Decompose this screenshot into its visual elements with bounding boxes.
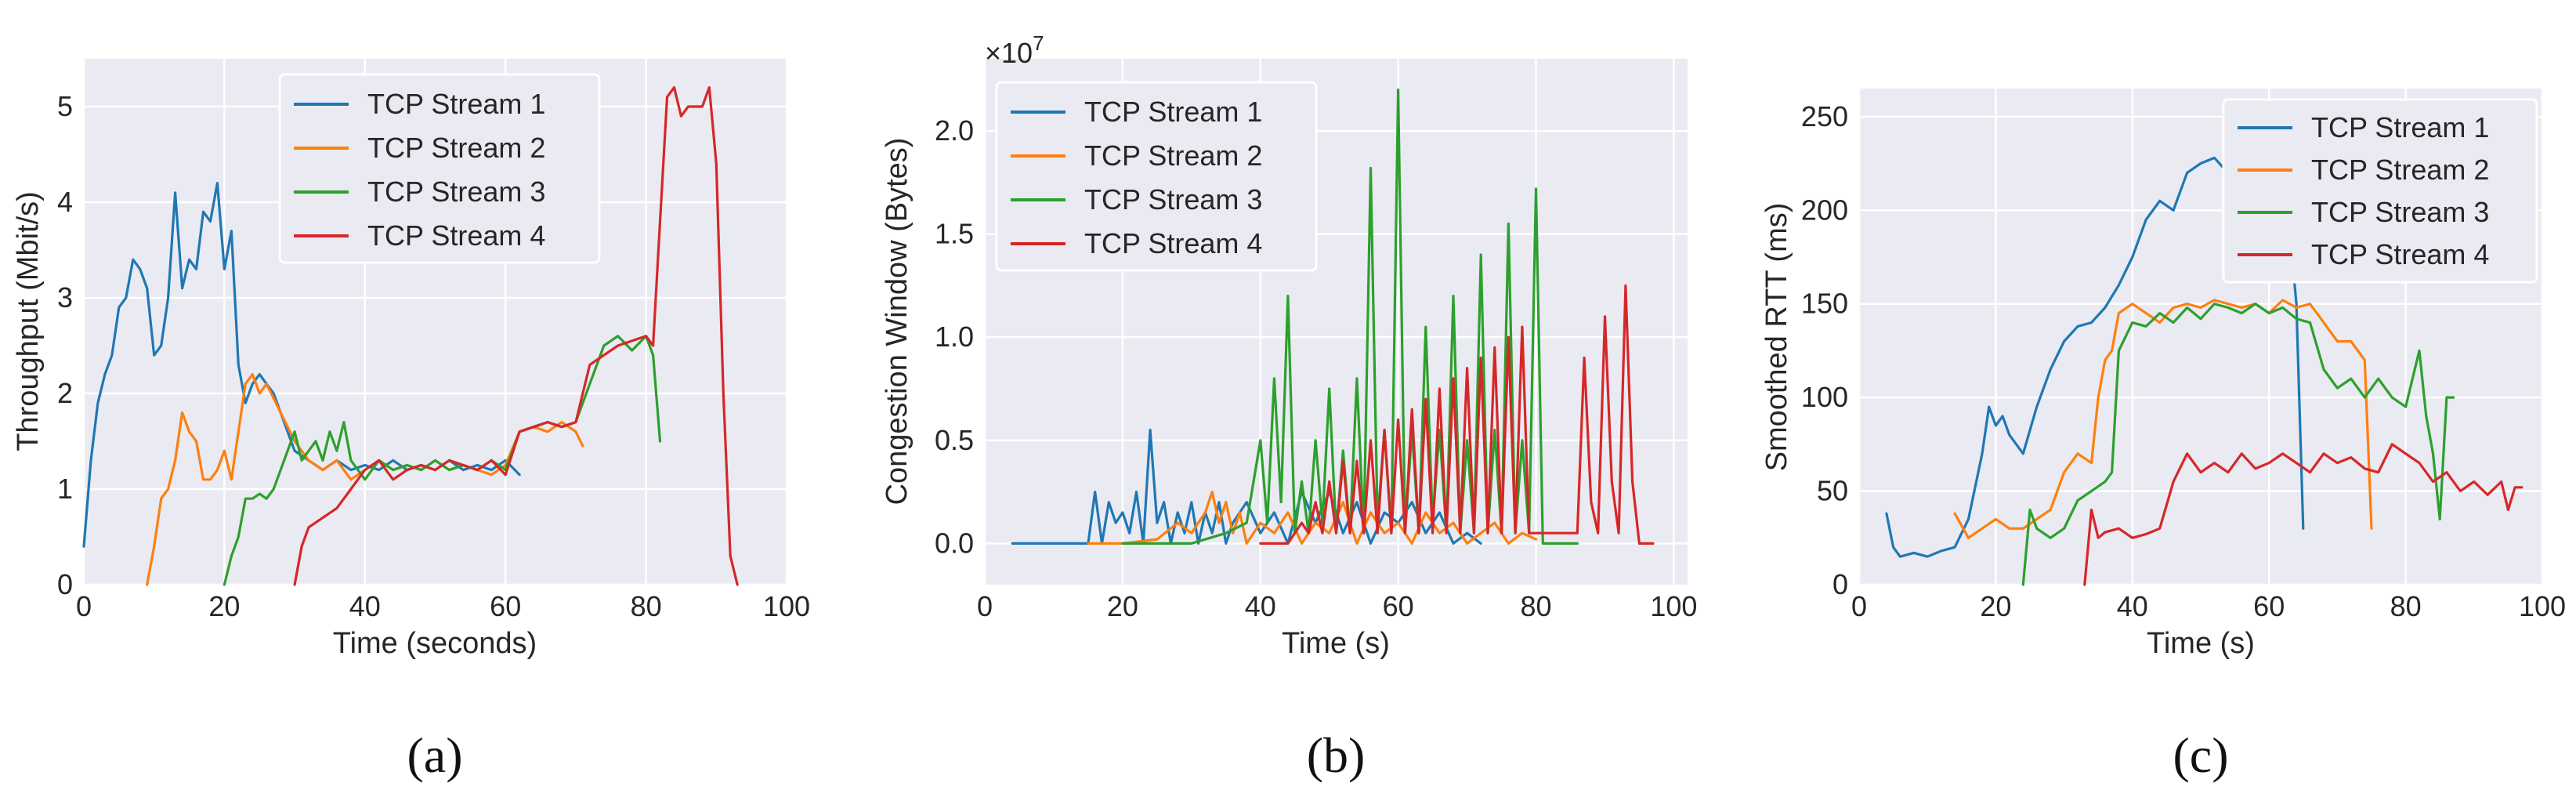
legend-label-c-4: TCP Stream 4 xyxy=(2311,238,2489,270)
y-scale-label-b: ×10 xyxy=(985,37,1033,69)
x-tick-label-c-0: 0 xyxy=(1851,590,1867,622)
x-tick-label-b-5: 100 xyxy=(1650,590,1697,622)
x-tick-label-b-4: 80 xyxy=(1521,590,1552,622)
x-tick-label-b-0: 0 xyxy=(977,590,993,622)
y-tick-label-c-4: 200 xyxy=(1801,194,1848,226)
legend-label-b-1: TCP Stream 1 xyxy=(1084,96,1262,128)
series-line-a-4 xyxy=(293,85,739,586)
legend-label-c-2: TCP Stream 2 xyxy=(2311,154,2489,186)
legend-label-c-3: TCP Stream 3 xyxy=(2311,196,2489,228)
legend-label-a-2: TCP Stream 2 xyxy=(367,132,545,164)
y-tick-label-a-1: 1 xyxy=(57,473,73,505)
series-line-a-2 xyxy=(146,373,584,586)
y-tick-label-a-4: 4 xyxy=(57,186,73,218)
caption-a: (a) xyxy=(407,727,462,783)
ticks-a: 0 20 40 60 80 100 0 1 2 3 4 5 xyxy=(57,90,810,622)
x-tick-label-c-2: 40 xyxy=(2117,590,2148,622)
x-tick-label-b-2: 40 xyxy=(1245,590,1276,622)
y-tick-label-c-5: 250 xyxy=(1801,100,1848,132)
x-tick-label-a-1: 20 xyxy=(208,590,240,622)
legend-box-b xyxy=(995,81,1318,272)
y-tick-label-a-5: 5 xyxy=(57,90,73,122)
series-line-b-4 xyxy=(1259,284,1655,545)
legend-label-a-1: TCP Stream 1 xyxy=(367,88,545,120)
x-tick-label-c-3: 60 xyxy=(2253,590,2285,622)
legend-b: TCP Stream 1 TCP Stream 2 TCP Stream 3 TCP … xyxy=(995,81,1318,272)
y-axis-label-a: Throughput (Mbit/s) xyxy=(12,191,45,451)
panel-b-congestion-window: 0 20 40 60 80 100 0.0 0.5 1.0 1.5 2.0 Time (s) Con… xyxy=(881,31,1697,783)
legend-label-b-2: TCP Stream 2 xyxy=(1084,140,1262,172)
x-tick-label-c-4: 80 xyxy=(2390,590,2422,622)
y-tick-label-c-2: 100 xyxy=(1801,381,1848,413)
y-tick-label-b-3: 1.5 xyxy=(935,218,974,250)
series-line-c-2 xyxy=(1953,299,2373,539)
y-tick-label-b-4: 2.0 xyxy=(935,114,974,147)
x-tick-label-b-1: 20 xyxy=(1107,590,1138,622)
x-tick-label-a-5: 100 xyxy=(763,590,810,622)
series-line-b-2 xyxy=(1087,490,1538,545)
legend-label-b-4: TCP Stream 4 xyxy=(1084,227,1262,259)
x-axis-label-a: Time (seconds) xyxy=(333,627,537,660)
y-tick-label-c-0: 0 xyxy=(1833,568,1848,600)
y-tick-label-a-2: 2 xyxy=(57,377,73,409)
caption-c: (c) xyxy=(2173,727,2228,783)
series-group-a xyxy=(82,85,739,586)
x-axis-label-b: Time (s) xyxy=(1282,627,1390,660)
x-tick-label-a-3: 60 xyxy=(490,590,521,622)
legend-box-a xyxy=(278,73,601,264)
legend-label-a-4: TCP Stream 4 xyxy=(367,219,545,252)
x-axis-label-c: Time (s) xyxy=(2147,627,2255,660)
series-group-b xyxy=(1011,88,1655,545)
series-line-c-4 xyxy=(2083,443,2524,586)
panel-a-throughput: 0 20 40 60 80 100 0 1 2 3 4 5 Time (seconds) Throug… xyxy=(12,59,810,783)
ticks-c: 0 20 40 60 80 100 0 50 100 150 200 250 xyxy=(1801,100,2566,622)
y-axis-label-b: Congestion Window (Bytes) xyxy=(881,138,914,506)
x-tick-label-a-4: 80 xyxy=(631,590,662,622)
caption-b: (b) xyxy=(1307,727,1366,783)
series-line-c-3 xyxy=(2021,303,2455,586)
y-tick-label-a-0: 0 xyxy=(57,568,73,600)
x-tick-label-b-3: 60 xyxy=(1383,590,1414,622)
y-tick-label-c-3: 150 xyxy=(1801,288,1848,320)
y-tick-label-b-0: 0.0 xyxy=(935,527,974,559)
y-tick-label-b-1: 0.5 xyxy=(935,424,974,456)
ticks-b: 0 20 40 60 80 100 0.0 0.5 1.0 1.5 2.0 xyxy=(935,114,1697,622)
y-scale-exponent-b: 7 xyxy=(1033,31,1044,55)
legend-box-c xyxy=(2222,98,2538,284)
x-tick-label-a-0: 0 xyxy=(76,590,92,622)
x-tick-label-a-2: 40 xyxy=(349,590,381,622)
legend-a: TCP Stream 1 TCP Stream 2 TCP Stream 3 TCP … xyxy=(278,73,601,264)
y-tick-label-b-2: 1.0 xyxy=(935,321,974,353)
y-tick-label-a-3: 3 xyxy=(57,281,73,314)
x-tick-label-c-5: 100 xyxy=(2519,590,2566,622)
legend-label-c-1: TCP Stream 1 xyxy=(2311,111,2489,143)
y-tick-label-c-1: 50 xyxy=(1817,475,1848,507)
x-tick-label-c-1: 20 xyxy=(1980,590,2011,622)
y-scale-multiplier-b: ×107 xyxy=(985,31,1044,69)
y-axis-label-c: Smoothed RTT (ms) xyxy=(1760,203,1793,472)
legend-c: TCP Stream 1 TCP Stream 2 TCP Stream 3 TCP … xyxy=(2222,98,2538,284)
legend-label-b-3: TCP Stream 3 xyxy=(1084,183,1262,216)
panel-c-smoothed-rtt: 0 20 40 60 80 100 0 50 100 150 200 250 Time (s) Smo… xyxy=(1760,89,2566,783)
legend-label-a-3: TCP Stream 3 xyxy=(367,176,545,208)
